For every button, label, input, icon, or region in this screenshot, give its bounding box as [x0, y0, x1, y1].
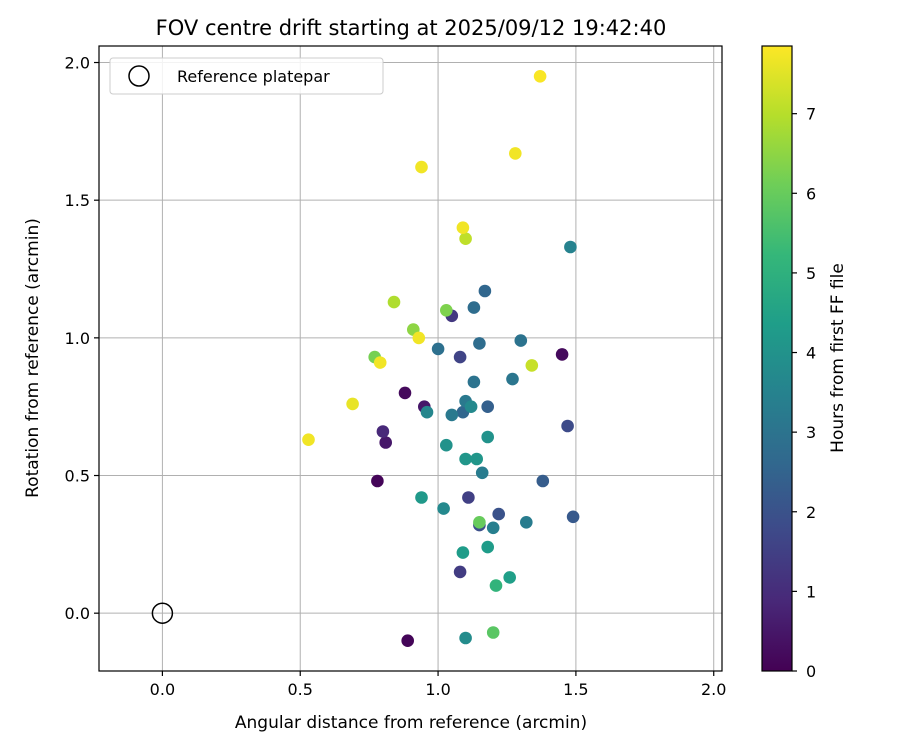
data-point — [459, 232, 472, 245]
data-point — [445, 408, 459, 422]
data-point — [440, 438, 453, 452]
data-point — [456, 546, 470, 559]
colorbar-tick-label: 1 — [806, 582, 816, 601]
data-point — [420, 405, 434, 419]
legend: Reference platepar — [109, 57, 384, 95]
data-point — [533, 70, 547, 83]
data-point — [412, 331, 426, 345]
colorbar-tick-label: 5 — [806, 264, 816, 283]
data-point — [453, 565, 467, 579]
data-point — [536, 474, 550, 488]
data-point — [437, 502, 450, 515]
data-point — [506, 372, 519, 386]
legend-reference-marker — [128, 65, 150, 87]
colorbar-gradient — [762, 46, 792, 671]
data-point — [379, 436, 393, 449]
colorbar-frame — [761, 45, 793, 672]
data-point — [473, 337, 486, 350]
data-point — [470, 452, 484, 466]
data-point — [467, 301, 481, 314]
legend-box — [109, 57, 384, 95]
data-point — [431, 342, 445, 356]
x-tick-label: 1.5 — [563, 680, 588, 699]
colorbar-label: Hours from first FF file — [828, 263, 848, 453]
x-tick-label: 2.0 — [701, 680, 726, 699]
data-point — [489, 579, 503, 592]
data-point — [398, 386, 412, 400]
colorbar-tick-label: 6 — [806, 184, 816, 203]
data-point — [514, 334, 528, 347]
data-point — [481, 540, 495, 554]
data-point — [387, 295, 401, 309]
x-tick-label: 0.5 — [288, 680, 313, 699]
colorbar-tick-label: 3 — [806, 423, 816, 442]
data-point — [481, 430, 495, 444]
y-axis-label: Rotation from reference (arcmin) — [23, 218, 43, 498]
data-point — [492, 507, 506, 521]
data-point — [371, 474, 384, 488]
data-point — [459, 631, 472, 645]
data-point — [401, 634, 415, 647]
data-point — [415, 491, 428, 504]
data-point — [503, 571, 516, 584]
y-tick-label: 1.0 — [65, 329, 90, 348]
y-tick-label: 2.0 — [65, 54, 90, 73]
legend-entry-reference: Reference platepar — [177, 67, 330, 86]
data-point — [473, 516, 486, 529]
data-point — [564, 240, 577, 254]
x-tick-label: 1.0 — [425, 680, 450, 699]
colorbar: 0 1 2 3 4 5 6 7 Hours from first FF file — [761, 45, 848, 681]
chart-title: FOV centre drift starting at 2025/09/12 … — [156, 16, 667, 40]
colorbar-tick-label: 4 — [806, 344, 816, 363]
data-points — [302, 70, 580, 647]
x-tick-label: 0.0 — [150, 680, 175, 699]
data-point — [459, 452, 472, 466]
y-axis-ticks: 0.0 0.5 1.0 1.5 2.0 — [65, 54, 99, 623]
reference-marker-layer — [151, 602, 174, 624]
data-point — [481, 400, 495, 414]
data-point — [440, 304, 453, 317]
data-point — [302, 433, 315, 447]
colorbar-tick-label: 0 — [806, 662, 816, 681]
data-point — [415, 160, 428, 174]
data-point — [520, 516, 533, 529]
data-point — [464, 400, 478, 414]
data-point — [566, 510, 580, 524]
data-point — [373, 356, 387, 369]
data-point — [467, 375, 481, 389]
data-point — [555, 348, 569, 361]
data-point — [561, 419, 574, 433]
data-point — [376, 425, 390, 438]
colorbar-ticks: 0 1 2 3 4 5 6 7 — [792, 105, 816, 681]
data-point — [478, 284, 492, 298]
data-point — [453, 350, 467, 364]
data-point — [475, 466, 489, 480]
data-point — [509, 147, 522, 160]
y-tick-label: 0.5 — [65, 467, 90, 486]
y-tick-label: 1.5 — [65, 191, 90, 210]
data-point — [346, 397, 359, 411]
data-point — [486, 521, 500, 535]
data-point — [462, 491, 475, 504]
grid — [99, 46, 722, 671]
plot-frame — [98, 45, 723, 672]
y-tick-label: 0.0 — [65, 604, 90, 623]
reference-platepar-marker — [151, 602, 174, 624]
data-point — [486, 626, 500, 639]
data-point — [525, 359, 539, 372]
data-point — [456, 221, 470, 234]
colorbar-tick-label: 2 — [806, 503, 816, 522]
colorbar-tick-label: 7 — [806, 105, 816, 124]
x-axis-label: Angular distance from reference (arcmin) — [235, 713, 587, 733]
x-axis-ticks: 0.0 0.5 1.0 1.5 2.0 — [150, 671, 726, 699]
